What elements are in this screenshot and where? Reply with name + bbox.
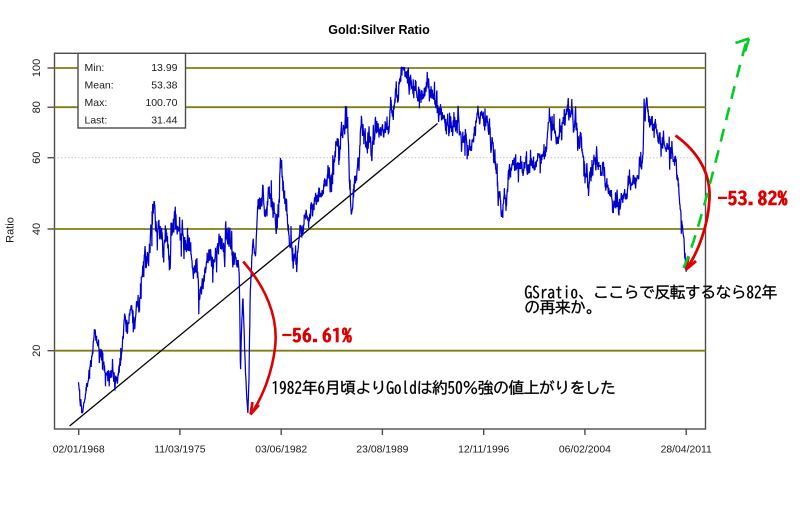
svg-text:Gold:Silver Ratio: Gold:Silver Ratio (328, 23, 430, 37)
svg-text:60: 60 (31, 152, 43, 164)
svg-text:20: 20 (31, 345, 43, 357)
svg-text:80: 80 (31, 101, 43, 113)
svg-text:Ratio: Ratio (5, 217, 17, 243)
svg-text:23/08/1989: 23/08/1989 (356, 445, 408, 456)
svg-text:40: 40 (31, 223, 43, 235)
svg-text:Mean:: Mean: (85, 80, 114, 92)
svg-text:02/01/1968: 02/01/1968 (53, 445, 105, 456)
svg-text:100: 100 (31, 59, 43, 77)
svg-text:12/11/1996: 12/11/1996 (458, 445, 509, 456)
svg-text:13.99: 13.99 (151, 62, 177, 74)
svg-text:Max:: Max: (85, 97, 108, 109)
svg-text:53.38: 53.38 (151, 80, 177, 92)
svg-text:31.44: 31.44 (151, 115, 177, 127)
svg-text:11/03/1975: 11/03/1975 (154, 445, 205, 456)
svg-text:28/04/2011: 28/04/2011 (661, 445, 712, 456)
svg-text:Last:: Last: (85, 115, 108, 127)
svg-text:100.70: 100.70 (145, 97, 177, 109)
svg-text:Min:: Min: (85, 62, 105, 74)
svg-text:03/06/1982: 03/06/1982 (255, 445, 307, 456)
svg-text:06/02/2004: 06/02/2004 (559, 445, 611, 456)
